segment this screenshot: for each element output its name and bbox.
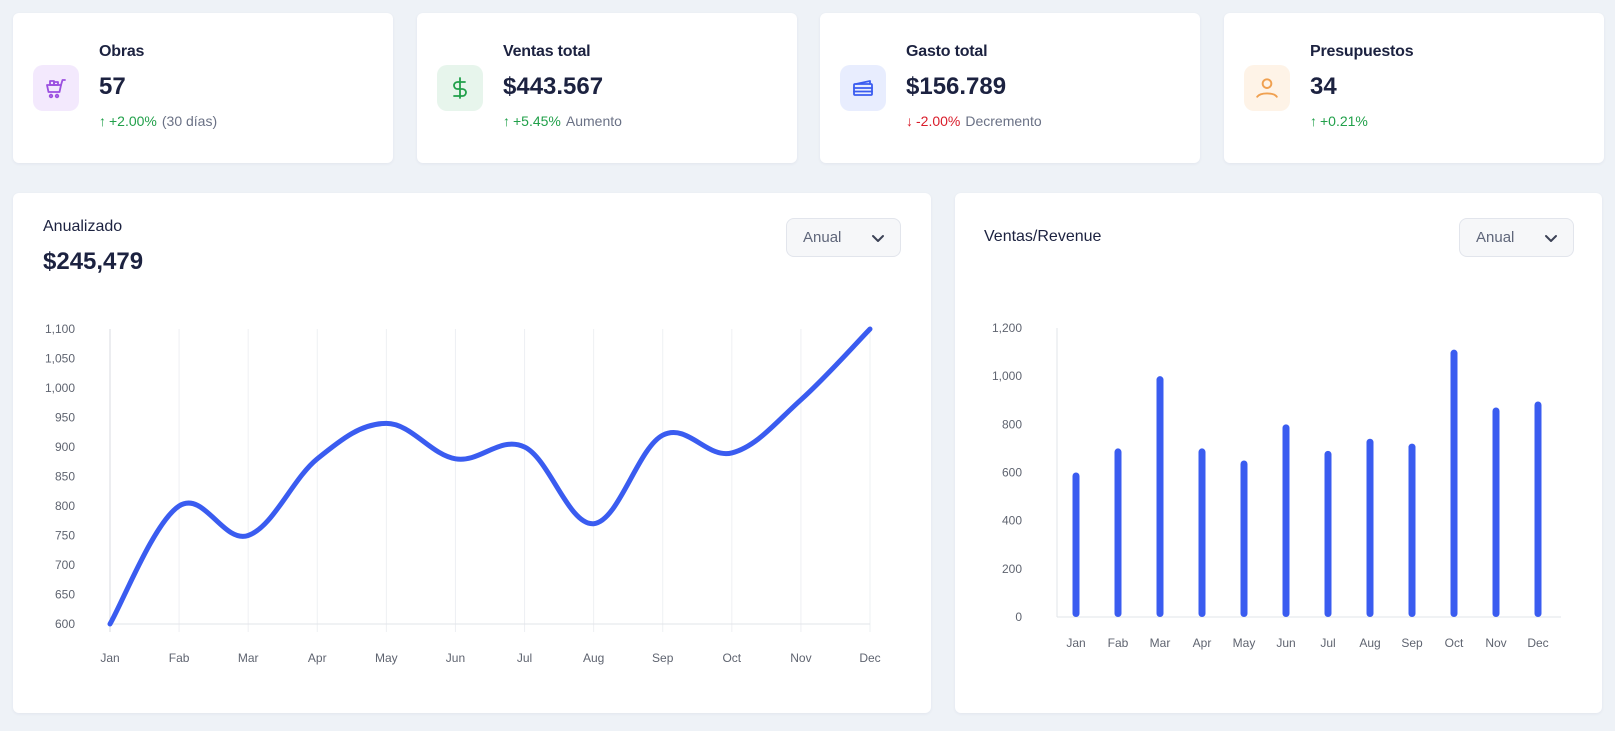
period-dropdown[interactable]: Anual (1459, 218, 1574, 257)
y-tick-label: 900 (55, 440, 75, 454)
y-tick-label: 1,200 (992, 321, 1022, 335)
x-tick-label: Sep (1401, 636, 1423, 650)
user-icon (1244, 65, 1290, 111)
panel-title: Anualizado (43, 218, 123, 235)
x-tick-label: Jan (100, 651, 119, 665)
y-tick-label: 600 (55, 617, 75, 631)
y-tick-label: 600 (1002, 466, 1022, 480)
stat-title: Presupuestos (1310, 43, 1414, 60)
stat-change-percent: +5.45% (513, 113, 561, 129)
bar-mar (1156, 376, 1164, 617)
bar-nov (1492, 407, 1500, 617)
y-tick-label: 700 (55, 558, 75, 572)
stat-card-presupuestos: Presupuestos 34 ↑ +0.21% (1224, 13, 1604, 163)
dollar-icon (437, 65, 483, 111)
stat-change: ↑ +2.00% (30 días) (99, 113, 217, 129)
x-tick-label: Sep (652, 651, 674, 665)
stat-change-percent: +2.00% (109, 113, 157, 129)
x-tick-label: Mar (238, 651, 259, 665)
stat-change-percent: +0.21% (1320, 113, 1368, 129)
x-tick-label: Jun (1276, 636, 1295, 650)
dropdown-selected: Anual (1476, 229, 1515, 246)
annualized-panel: Anualizado $245,479 Anual Jan Fab Mar Apr Ma… (13, 193, 931, 713)
y-tick-label: 650 (55, 588, 75, 602)
x-tick-label: Jan (1066, 636, 1085, 650)
bar-jan (1072, 472, 1080, 617)
bar-dec (1534, 401, 1542, 617)
bar-aug (1366, 438, 1374, 617)
y-tick-label: 1,100 (45, 322, 75, 336)
bar-sep (1408, 443, 1416, 617)
x-tick-label: Apr (1193, 636, 1212, 650)
line-series-anualizado (107, 326, 873, 627)
bar-oct (1450, 349, 1458, 617)
arrow-down-icon: ↓ (906, 113, 913, 129)
stat-value: 34 (1310, 73, 1337, 100)
annualized-value: $245,479 (43, 248, 144, 275)
stat-value: $443.567 (503, 73, 604, 100)
stat-card-ventas-total: Ventas total $443.567 ↑ +5.45% Aumento (417, 13, 797, 163)
x-tick-label: Aug (1359, 636, 1380, 650)
x-tick-label: Dec (859, 651, 880, 665)
x-tick-label: Jun (446, 651, 465, 665)
stat-change-percent: -2.00% (916, 113, 961, 129)
y-tick-label: 800 (55, 499, 75, 513)
y-tick-label: 950 (55, 411, 75, 425)
x-tick-label: Oct (722, 651, 741, 665)
chevron-down-icon (872, 234, 884, 242)
stat-value: 57 (99, 73, 126, 100)
x-tick-label: Jul (517, 651, 532, 665)
x-tick-label: May (1233, 636, 1256, 650)
credit-card-icon (840, 65, 886, 111)
y-tick-label: 1,000 (992, 369, 1022, 383)
y-tick-label: 800 (1002, 417, 1022, 431)
stat-title: Ventas total (503, 43, 591, 60)
x-tick-label: Aug (583, 651, 604, 665)
arrow-up-icon: ↑ (99, 113, 106, 129)
dropdown-selected: Anual (803, 229, 842, 246)
chevron-down-icon (1545, 234, 1557, 242)
bar-jul (1324, 450, 1332, 617)
bar-chart: 0 200 400 600 800 1,000 1,200 Jan Fab Mar Apr May Ju… (992, 321, 1561, 650)
y-tick-label: 750 (55, 529, 75, 543)
stat-change-note: (30 días) (161, 113, 218, 129)
x-tick-label: Jul (1320, 636, 1335, 650)
stat-title: Obras (99, 43, 145, 60)
x-tick-label: Fab (169, 651, 190, 665)
shopping-cart-icon (33, 65, 79, 111)
line-chart: Jan Fab Mar Apr May Jun Jul Aug Sep Oct Nov Dec 600 6… (45, 322, 881, 665)
stat-title: Gasto total (906, 43, 988, 60)
arrow-up-icon: ↑ (503, 113, 510, 129)
panel-title: Ventas/Revenue (984, 228, 1102, 245)
y-tick-label: 400 (1002, 514, 1022, 528)
stat-card-gasto-total: Gasto total $156.789 ↓ -2.00% Decremento (820, 13, 1200, 163)
stat-value: $156.789 (906, 73, 1007, 100)
revenue-panel: Ventas/Revenue Anual 0 200 400 600 800 1,000 1… (955, 193, 1602, 713)
x-tick-label: Nov (790, 651, 811, 665)
y-tick-label: 0 (1015, 610, 1022, 624)
stat-change: ↓ -2.00% Decremento (906, 113, 1042, 129)
arrow-up-icon: ↑ (1310, 113, 1317, 129)
y-tick-label: 850 (55, 470, 75, 484)
y-tick-label: 200 (1002, 562, 1022, 576)
stat-change: ↑ +5.45% Aumento (503, 113, 622, 129)
x-tick-label: Fab (1108, 636, 1129, 650)
y-tick-label: 1,000 (45, 381, 75, 395)
stat-change-note: Aumento (565, 113, 622, 129)
bar-may (1240, 460, 1248, 617)
period-dropdown[interactable]: Anual (786, 218, 901, 257)
x-tick-label: Apr (308, 651, 327, 665)
bar-fab (1114, 448, 1122, 617)
stat-card-obras: Obras 57 ↑ +2.00% (30 días) (13, 13, 393, 163)
x-tick-label: May (375, 651, 398, 665)
y-tick-label: 1,050 (45, 352, 75, 366)
x-tick-label: Nov (1485, 636, 1506, 650)
bar-jun (1282, 424, 1290, 617)
bar-apr (1198, 448, 1206, 617)
stat-change-note: Decremento (965, 113, 1042, 129)
x-tick-label: Oct (1445, 636, 1464, 650)
stat-change: ↑ +0.21% (1310, 113, 1368, 129)
x-tick-label: Dec (1527, 636, 1548, 650)
x-tick-label: Mar (1150, 636, 1171, 650)
